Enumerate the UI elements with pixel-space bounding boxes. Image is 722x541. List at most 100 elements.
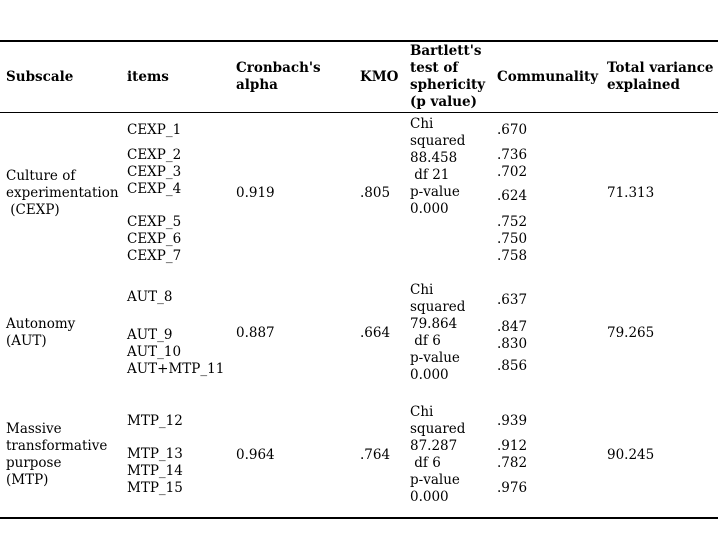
bartlett-line: Chi [410, 404, 434, 420]
table-row-aut: Autonomy (AUT) AUT_8 AUT_9 AUT_10 AUT+MT… [0, 273, 722, 393]
communality-group: .637 [497, 292, 607, 309]
bartlett-line: p-value [410, 350, 460, 366]
column-header-cronbachs-alpha: Cronbach's alpha [236, 42, 360, 112]
subscale-line: Massive [6, 421, 62, 437]
bartlett-line: 0.000 [410, 367, 449, 383]
subscale-line: (MTP) [6, 472, 49, 488]
bartlett-line: p-value [410, 472, 460, 488]
communality-value: .782 [497, 455, 528, 471]
kmo-value: .764 [360, 446, 391, 463]
total-variance-value: 79.265 [607, 324, 655, 341]
bartlett-cell: Chi squared 87.287 df 6 p-value 0.000 [410, 393, 497, 517]
items-cell: MTP_12 MTP_13 MTP_14 MTP_15 [127, 393, 236, 517]
total-variance-value: 90.245 [607, 446, 655, 463]
table-row-cexp: Culture of experimentation (CEXP) CEXP_1… [0, 113, 722, 273]
bartlett-line: df 6 [410, 455, 441, 471]
communality-value: .670 [497, 121, 528, 138]
subscale-line: Autonomy [6, 316, 76, 332]
communality-group: .624 [497, 188, 607, 205]
total-variance-value: 71.313 [607, 184, 655, 201]
item-group: CEXP_1 [127, 122, 236, 139]
column-header-label: items [127, 68, 169, 85]
column-header-label: Cronbach's alpha [236, 60, 321, 93]
bartlett-line: 0.000 [410, 489, 449, 505]
item-group: AUT_8 [127, 289, 236, 306]
communality-cell: .670 .736 .702 .624 .752 .750 .758 [497, 113, 607, 273]
cronbachs-alpha-value: 0.887 [236, 324, 275, 341]
column-header-total-variance: Total variance explained [607, 42, 722, 112]
table-row-mtp: Massive transformative purpose (MTP) MTP… [0, 393, 722, 517]
column-header-label: KMO [360, 68, 399, 85]
bartlett-cell: Chi squared 88.458 df 21 p-value 0.000 [410, 113, 497, 273]
kmo-cell: .664 [360, 273, 410, 393]
table-rule-header [0, 112, 718, 113]
column-header-label: Bartlett's test of sphericity (p value) [410, 43, 486, 110]
column-header-kmo: KMO [360, 42, 410, 112]
communality-value: .976 [497, 480, 528, 496]
communality-value: .758 [497, 247, 528, 264]
item-label: MTP_15 [127, 480, 183, 496]
top-margin [0, 0, 722, 40]
item-group: MTP_13 MTP_14 MTP_15 [127, 446, 236, 497]
total-variance-cell: 79.265 [607, 273, 722, 393]
kmo-value: .664 [360, 324, 391, 341]
item-label: CEXP_6 [127, 230, 182, 247]
communality-group: .976 [497, 480, 607, 497]
items-cell: CEXP_1 CEXP_2 CEXP_3 CEXP_4 CEXP_5 CEXP_… [127, 113, 236, 273]
column-header-bartlett: Bartlett's test of sphericity (p value) [410, 42, 497, 112]
cronbachs-alpha-value: 0.919 [236, 184, 275, 201]
communality-group: .912 .782 [497, 438, 607, 472]
item-group: CEXP_2 CEXP_3 CEXP_4 [127, 147, 236, 198]
cronbachs-alpha-cell: 0.919 [236, 113, 360, 273]
subscale-cell: Massive transformative purpose (MTP) [6, 393, 127, 517]
item-label: MTP_14 [127, 463, 183, 479]
item-label: MTP_12 [127, 413, 183, 429]
item-label: CEXP_1 [127, 121, 182, 138]
communality-group: .939 [497, 413, 607, 430]
bartlett-line: df 21 [410, 167, 450, 183]
item-label: AUT+MTP_11 [127, 360, 225, 377]
column-header-label: Total variance explained [607, 60, 714, 93]
bartlett-line: squared [410, 133, 466, 149]
communality-group: .670 [497, 122, 607, 139]
subscale-line: purpose [6, 455, 62, 471]
communality-value: .856 [497, 357, 528, 374]
bartlett-line: 88.458 [410, 150, 458, 166]
item-label: AUT_8 [127, 288, 173, 305]
communality-value: .912 [497, 438, 528, 454]
item-label: CEXP_5 [127, 213, 182, 230]
item-label: MTP_13 [127, 446, 183, 462]
total-variance-cell: 71.313 [607, 113, 722, 273]
kmo-cell: .805 [360, 113, 410, 273]
communality-cell: .939 .912 .782 .976 [497, 393, 607, 517]
bartlett-line: Chi [410, 116, 434, 132]
subscale-line: transformative [6, 438, 108, 454]
communality-value: .750 [497, 230, 528, 247]
communality-value: .847 [497, 318, 528, 335]
item-label: CEXP_3 [127, 163, 182, 180]
table-rule-bottom [0, 517, 718, 519]
cronbachs-alpha-cell: 0.887 [236, 273, 360, 393]
item-group: AUT_9 AUT_10 AUT+MTP_11 [127, 327, 236, 378]
bartlett-line: Chi [410, 282, 434, 298]
subscale-cell: Autonomy (AUT) [6, 273, 127, 393]
communality-group: .752 .750 .758 [497, 214, 607, 265]
item-group: CEXP_5 CEXP_6 CEXP_7 [127, 214, 236, 265]
table-rule-top [0, 40, 718, 42]
communality-group: .847 .830 [497, 319, 607, 353]
kmo-cell: .764 [360, 393, 410, 517]
item-label: AUT_10 [127, 343, 182, 360]
subscale-line: (AUT) [6, 333, 47, 349]
communality-value: .702 [497, 163, 528, 180]
total-variance-cell: 90.245 [607, 393, 722, 517]
subscale-line: experimentation [6, 184, 119, 201]
items-cell: AUT_8 AUT_9 AUT_10 AUT+MTP_11 [127, 273, 236, 393]
communality-value: .624 [497, 187, 528, 204]
communality-value: .830 [497, 335, 528, 352]
cronbachs-alpha-value: 0.964 [236, 446, 275, 463]
item-label: AUT_9 [127, 326, 173, 343]
communality-value: .736 [497, 146, 528, 163]
communality-group: .736 .702 [497, 147, 607, 181]
subscale-cell: Culture of experimentation (CEXP) [6, 113, 127, 273]
kmo-value: .805 [360, 184, 391, 201]
